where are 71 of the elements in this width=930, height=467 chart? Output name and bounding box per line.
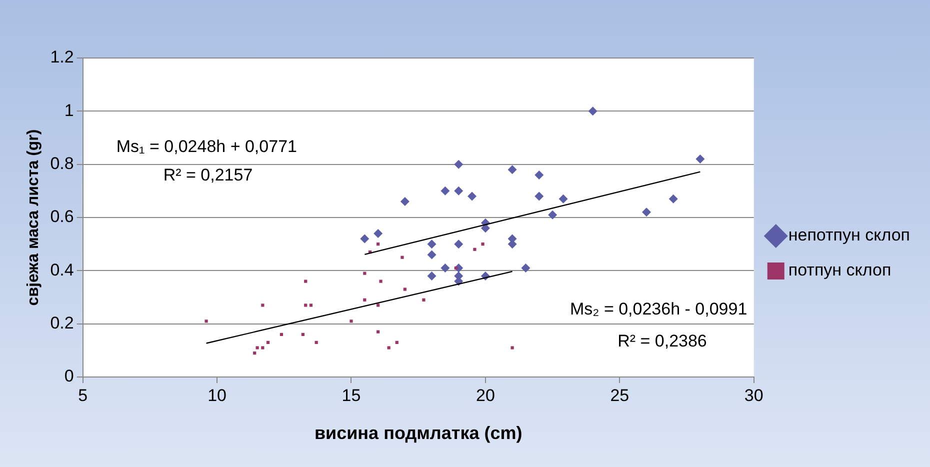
point [427,250,436,260]
point [481,242,484,246]
point [508,165,517,174]
point [363,298,366,302]
point [376,242,380,246]
point [534,192,544,201]
point [304,280,308,283]
x-tick-label: 15 [342,386,361,405]
point [350,320,353,323]
point [588,106,598,116]
x-tick-label: 5 [78,386,88,405]
point [510,346,514,350]
point [422,298,426,302]
x-axis-title: висина подмлатка (cm) [314,423,522,444]
point [266,340,270,344]
point [304,304,308,307]
point [548,210,558,220]
point [521,264,530,273]
point [454,266,458,270]
point [376,330,380,334]
y-axis-title: свјежа маса листа (gr) [25,129,42,306]
point [468,192,477,201]
annotation: Ms₂ = 0,0236h - 0,0991 [570,300,748,319]
point [473,248,476,251]
point [280,332,284,336]
annotation: R² = 0,2386 [618,332,707,351]
legend-label: непотпун склоп [788,226,910,245]
y-tick-label: 0.4 [50,260,74,280]
point [440,186,450,196]
y-tick-label: 0.2 [50,314,74,333]
point [668,194,678,204]
point [400,256,404,259]
point [204,320,208,323]
legend-label: потпун склоп [788,260,892,280]
point [534,170,544,180]
point [403,288,406,291]
point [374,228,383,238]
annotation: Ms₁ = 0,0248h + 0,0771 [116,137,297,156]
point [642,208,652,217]
point [309,304,313,307]
point [427,271,436,280]
y-tick-label: 0.8 [50,154,74,174]
point [440,264,450,273]
point [427,240,436,249]
point [696,154,705,164]
annotation: R² = 0,2157 [163,166,253,185]
x-tick-label: 10 [208,386,226,405]
x-tick-label: 25 [610,386,630,405]
point [301,332,304,336]
x-tick-label: 20 [476,386,495,405]
point [454,186,464,196]
point [256,346,259,350]
point [379,280,382,283]
point [558,194,568,204]
point [395,340,398,344]
point [314,340,318,344]
point [261,304,264,307]
point [253,352,256,355]
y-tick-label: 1 [64,100,74,120]
point [454,240,464,249]
x-tick-label: 30 [744,386,764,405]
point [387,346,390,350]
point [376,304,380,307]
point [261,346,264,350]
point [360,234,370,244]
point [363,272,366,275]
y-tick-label: 0 [64,366,74,386]
y-tick-label: 1.2 [50,48,74,67]
point [454,160,464,169]
point [400,197,410,206]
y-tick-label: 0.6 [50,207,74,226]
